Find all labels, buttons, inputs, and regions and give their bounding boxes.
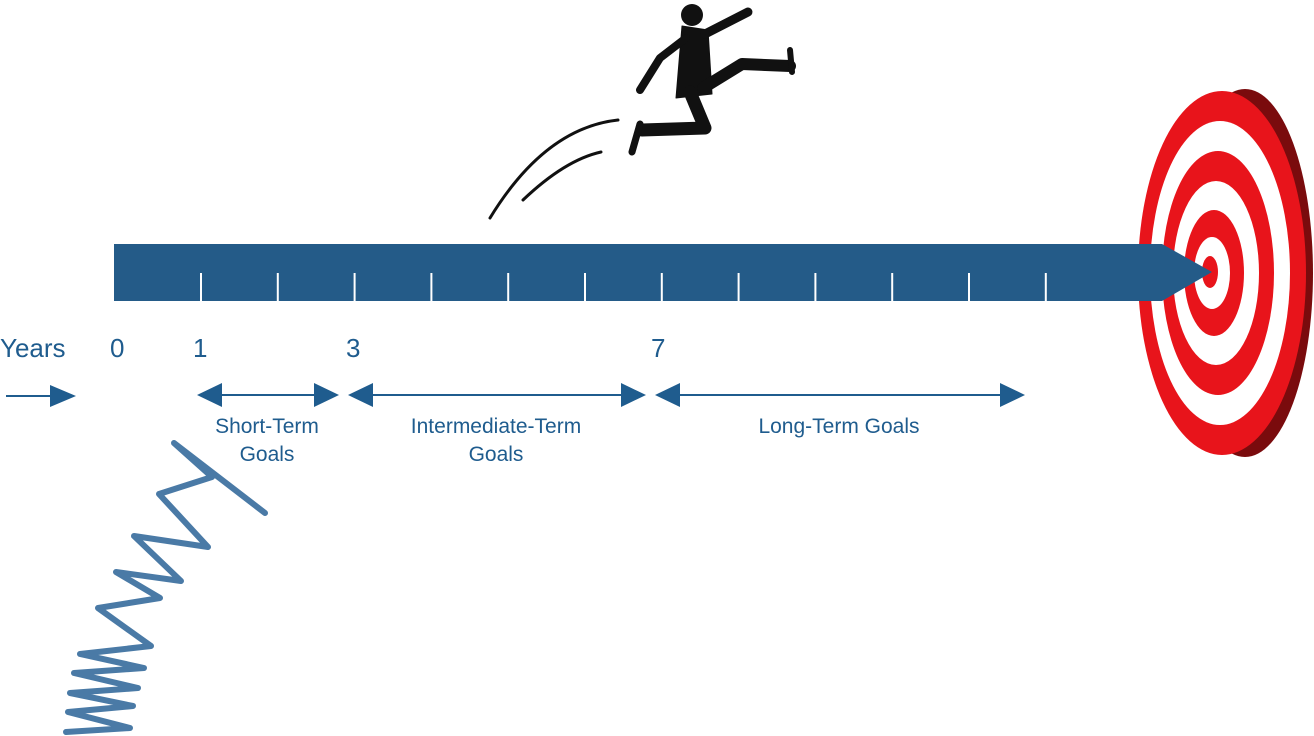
target-icon [1138,89,1313,457]
timeline-tick-marks [200,273,1047,301]
year-label-7: 7 [651,333,665,363]
year-label-3: 3 [346,333,360,363]
timeline-bar [114,244,1212,301]
years-arrow [6,385,76,407]
long-term-range-arrow [655,383,1025,407]
intermediate-term-label-line2: Goals [469,443,524,466]
short-term-range-arrow [197,383,339,407]
intermediate-term-label-line1: Intermediate-Term [411,415,581,438]
jumping-businessman-icon [628,4,796,156]
intermediate-term-range-arrow [348,383,646,407]
years-label: Years [0,333,66,363]
spring-icon [63,440,268,735]
motion-lines [488,118,620,220]
long-term-label: Long-Term Goals [758,415,919,438]
year-label-0: 0 [110,333,124,363]
short-term-label-line2: Goals [240,443,295,466]
short-term-label-line1: Short-Term [215,415,319,438]
year-label-1: 1 [193,333,207,363]
